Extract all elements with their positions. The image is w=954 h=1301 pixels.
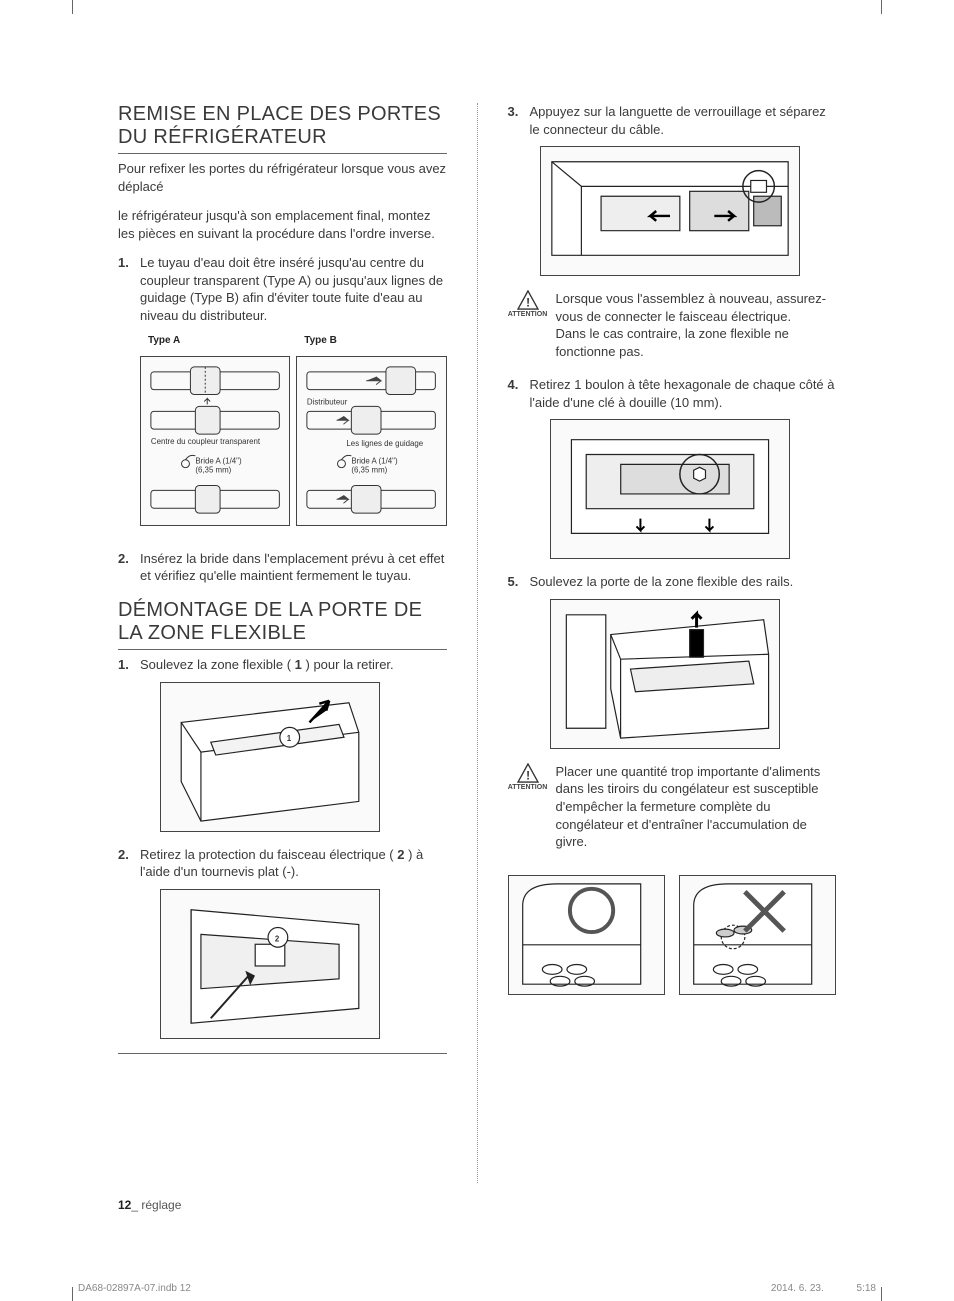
- svg-text:1: 1: [287, 734, 292, 743]
- page-number: 12: [118, 1198, 131, 1212]
- figure-remove-cover: 2: [160, 889, 380, 1039]
- t: Retirez la protection du faisceau électr…: [140, 847, 397, 862]
- attention-label: ATTENTION: [508, 783, 548, 792]
- caution-text: Lorsque vous l'assemblez à nouveau, assu…: [556, 290, 837, 360]
- flex-steps-cont: 3. Appuyez sur la languette de verrouill…: [508, 103, 837, 276]
- caution-1: ! ATTENTION Lorsque vous l'assemblez à n…: [508, 290, 837, 360]
- figure-wrong: [679, 875, 836, 995]
- step-num: 3.: [508, 103, 519, 121]
- svg-text:!: !: [526, 768, 530, 782]
- attention-icon: ! ATTENTION: [508, 763, 548, 851]
- step-text: Appuyez sur la languette de verrouillage…: [530, 104, 826, 137]
- circ-ref-1: 1: [295, 657, 302, 672]
- figure-lift-flexzone: 1: [160, 682, 380, 832]
- print-meta: DA68-02897A-07.indb 12 2014. 6. 23. 5:18: [78, 1282, 876, 1296]
- flex-step3: 3. Appuyez sur la languette de verrouill…: [508, 103, 837, 276]
- step-text: Retirez 1 boulon à tête hexagonale de ch…: [530, 377, 835, 410]
- figure-bolt: [550, 419, 790, 559]
- bride-label-a2: (6,35 mm): [195, 465, 231, 474]
- intro-line1: Pour refixer les portes du réfrigérateur…: [118, 160, 447, 195]
- flex-step5: 5. Soulevez la porte de la zone flexible…: [508, 573, 837, 749]
- column-divider: [477, 103, 478, 1183]
- step-text: Insérez la bride dans l'emplacement prév…: [140, 551, 444, 584]
- step-text: Soulevez la zone flexible ( 1 ) pour la …: [140, 657, 394, 672]
- step-num: 4.: [508, 376, 519, 394]
- bride-label-a: Bride A (1/4"): [195, 457, 242, 466]
- step-text: Retirez la protection du faisceau électr…: [140, 847, 423, 880]
- figure-type-b: Distributeur Les lignes de guidage Bride…: [296, 356, 446, 526]
- heading-reattach: REMISE EN PLACE DES PORTES DU RÉFRIGÉRAT…: [118, 103, 447, 154]
- flex-steps-cont2: 4. Retirez 1 boulon à tête hexagonale de…: [508, 376, 837, 749]
- t: Soulevez la zone flexible (: [140, 657, 295, 672]
- left-column: REMISE EN PLACE DES PORTES DU RÉFRIGÉRAT…: [118, 103, 447, 1183]
- flex-step2: 2. Retirez la protection du faisceau éle…: [118, 846, 447, 1039]
- figure-type-a: Centre du coupleur transparent Bride A (…: [140, 356, 290, 526]
- figure-lift-door: [550, 599, 780, 749]
- t: Lorsque vous l'assemblez à nouveau, assu…: [556, 291, 827, 324]
- print-date: 2014. 6. 23.: [771, 1283, 824, 1294]
- bride-label-b: Bride A (1/4"): [352, 457, 399, 466]
- page-section: _ réglage: [131, 1198, 181, 1212]
- print-time: 5:18: [857, 1283, 876, 1294]
- bride-label-b2: (6,35 mm): [352, 465, 388, 474]
- reattach-steps: 1. Le tuyau d'eau doit être inséré jusqu…: [118, 254, 447, 585]
- flex-step4: 4. Retirez 1 boulon à tête hexagonale de…: [508, 376, 837, 559]
- centre-label: Centre du coupleur transparent: [151, 437, 261, 446]
- crop-mark-top: [0, 0, 954, 14]
- distrib-label: Distributeur: [307, 397, 348, 406]
- flex-steps: 1. Soulevez la zone flexible ( 1 ) pour …: [118, 656, 447, 1039]
- step-num: 2.: [118, 550, 129, 568]
- t: ) pour la retirer.: [302, 657, 394, 672]
- page-footer: 12_ réglage: [118, 1197, 181, 1213]
- flex-step1: 1. Soulevez la zone flexible ( 1 ) pour …: [118, 656, 447, 832]
- svg-text:!: !: [526, 295, 530, 309]
- reattach-step1: 1. Le tuyau d'eau doit être inséré jusqu…: [118, 254, 447, 540]
- type-b-label: Type B: [304, 334, 446, 348]
- figure-correct: [508, 875, 665, 995]
- right-column: 3. Appuyez sur la languette de verrouill…: [508, 103, 837, 1183]
- figure-connector: [540, 146, 800, 276]
- step-text: Le tuyau d'eau doit être inséré jusqu'au…: [140, 255, 443, 323]
- t: Dans le cas contraire, la zone flexible …: [556, 326, 789, 359]
- attention-label: ATTENTION: [508, 310, 548, 319]
- intro-line2: le réfrigérateur jusqu'à son emplacement…: [118, 207, 447, 242]
- step-num: 5.: [508, 573, 519, 591]
- type-a-label: Type A: [148, 334, 290, 348]
- step-text: Soulevez la porte de la zone flexible de…: [530, 574, 794, 589]
- caution-2: ! ATTENTION Placer une quantité trop imp…: [508, 763, 837, 851]
- doc-id: DA68-02897A-07.indb 12: [78, 1282, 191, 1296]
- attention-icon: ! ATTENTION: [508, 290, 548, 360]
- step-num: 2.: [118, 846, 129, 864]
- caution-text: Placer une quantité trop importante d'al…: [556, 763, 837, 851]
- section-rule: [118, 1053, 447, 1054]
- content-columns: REMISE EN PLACE DES PORTES DU RÉFRIGÉRAT…: [118, 103, 836, 1183]
- step-num: 1.: [118, 254, 129, 272]
- heading-flexzone: DÉMONTAGE DE LA PORTE DE LA ZONE FLEXIBL…: [118, 599, 447, 650]
- lignes-label: Les lignes de guidage: [347, 439, 424, 448]
- svg-text:2: 2: [275, 934, 280, 943]
- reattach-step2: 2. Insérez la bride dans l'emplacement p…: [118, 550, 447, 585]
- page-frame: REMISE EN PLACE DES PORTES DU RÉFRIGÉRAT…: [78, 38, 876, 1263]
- step-num: 1.: [118, 656, 129, 674]
